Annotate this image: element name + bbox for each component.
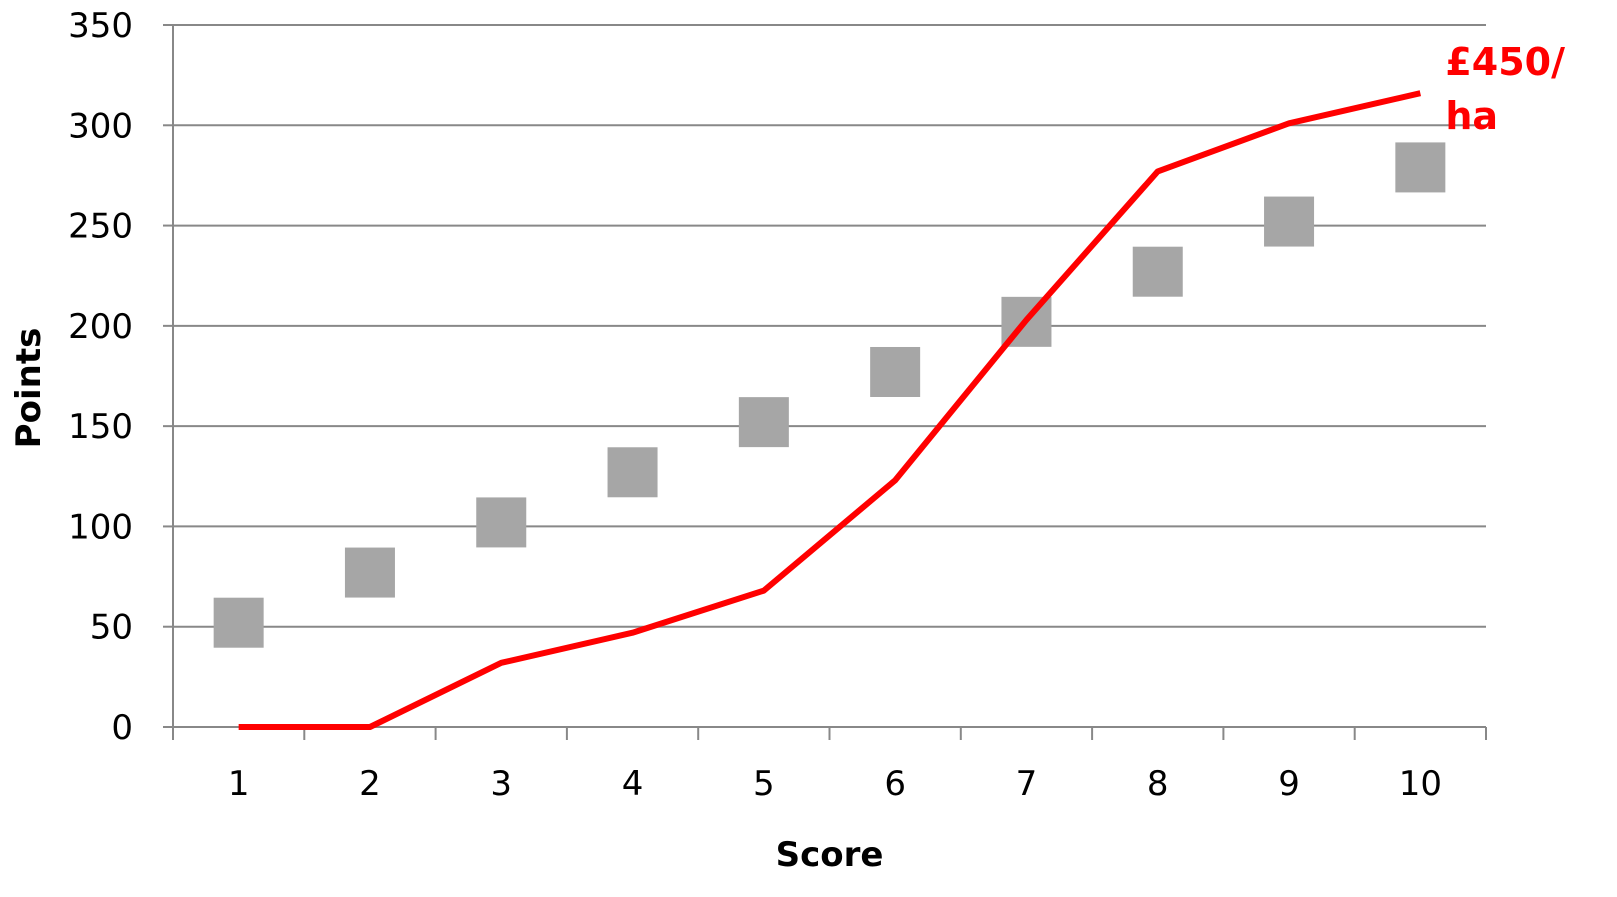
x-tick-label: 4 xyxy=(622,764,644,804)
y-tick-label: 350 xyxy=(68,6,133,46)
scatter-point xyxy=(607,447,658,498)
y-tick-label: 50 xyxy=(90,608,133,648)
scatter-point xyxy=(1264,196,1315,247)
series-line xyxy=(238,90,1422,730)
scatter-point xyxy=(870,346,921,397)
annotation-label: ha xyxy=(1445,94,1498,138)
y-tick-label: 200 xyxy=(68,307,133,347)
scatter-point xyxy=(1395,142,1446,193)
scatter-point xyxy=(738,397,789,448)
y-tick-label: 300 xyxy=(68,106,133,146)
y-tick-label: 150 xyxy=(68,407,133,447)
y-tick-label: 0 xyxy=(111,708,133,748)
x-axis-title: Score xyxy=(776,835,884,875)
scatter-point xyxy=(1132,246,1183,297)
x-tick-label: 3 xyxy=(490,764,512,804)
x-tick-label: 10 xyxy=(1399,764,1442,804)
x-tick-label: 7 xyxy=(1016,764,1038,804)
x-tick-label: 2 xyxy=(359,764,381,804)
y-axis-title: Points xyxy=(9,328,49,449)
x-tick-label: 9 xyxy=(1278,764,1300,804)
y-tick-label: 250 xyxy=(68,207,133,247)
scatter-point xyxy=(213,597,264,648)
scatter-point xyxy=(476,497,527,548)
y-tick-label: 100 xyxy=(68,507,133,547)
annotation-label: £450/ xyxy=(1445,40,1565,84)
x-tick-label: 6 xyxy=(884,764,906,804)
scatter-point xyxy=(344,547,395,598)
x-tick-label: 1 xyxy=(228,764,250,804)
x-tick-label: 8 xyxy=(1147,764,1169,804)
x-tick-label: 5 xyxy=(753,764,775,804)
